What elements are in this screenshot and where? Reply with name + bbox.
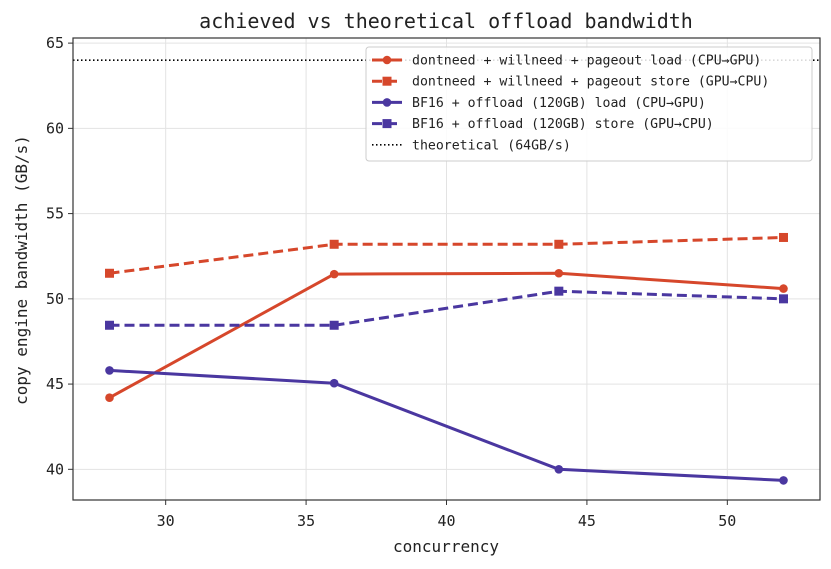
series-line — [109, 236, 784, 275]
x-tick-label: 40 — [437, 512, 455, 530]
chart-title: achieved vs theoretical offload bandwidt… — [199, 9, 693, 33]
legend-entry: BF16 + offload (120GB) store (GPU→CPU) — [372, 117, 714, 132]
x-tick-label: 35 — [297, 512, 315, 530]
legend-box — [365, 46, 813, 162]
series-layer — [105, 232, 788, 485]
x-axis-label: concurrency — [393, 537, 499, 556]
series-line — [108, 271, 784, 400]
data-point — [329, 320, 339, 330]
legend-label: theoretical (64GB/s) — [412, 138, 571, 153]
data-point — [554, 239, 564, 249]
legend-entry: dontneed + willneed + pageout store (GPU… — [372, 75, 769, 90]
y-tick-label: 60 — [46, 119, 64, 137]
series-line — [109, 368, 784, 482]
data-point — [779, 476, 788, 485]
legend-entry: dontneed + willneed + pageout load (CPU→… — [372, 54, 761, 69]
axis-ticks: 30 35 40 45 50 40 45 50 55 60 65 — [46, 34, 736, 530]
legend-swatch-marker — [382, 119, 392, 129]
legend-entry: theoretical (64GB/s) — [372, 138, 571, 153]
legend-swatch-marker — [382, 98, 392, 107]
y-tick-label: 40 — [46, 460, 64, 478]
series-1 — [105, 268, 788, 403]
series-3 — [105, 366, 788, 485]
data-point — [329, 239, 339, 249]
y-tick-label: 55 — [46, 205, 64, 223]
data-point — [778, 232, 788, 242]
legend-swatch-marker — [382, 55, 392, 65]
legend-label: BF16 + offload (120GB) load (CPU→GPU) — [412, 96, 706, 111]
x-tick-label: 30 — [157, 512, 175, 530]
series-2 — [105, 232, 788, 278]
data-point — [554, 268, 564, 278]
y-tick-label: 65 — [46, 34, 64, 52]
data-point — [105, 393, 114, 403]
legend-entry: BF16 + offload (120GB) load (CPU→GPU) — [372, 96, 706, 111]
data-point — [105, 366, 114, 375]
data-point — [554, 465, 564, 474]
data-point — [554, 286, 564, 296]
x-tick-label: 45 — [578, 512, 596, 530]
data-point — [329, 378, 339, 388]
data-point — [105, 268, 115, 278]
y-tick-label: 50 — [46, 290, 64, 308]
legend-label: dontneed + willneed + pageout store (GPU… — [412, 75, 769, 90]
data-point — [778, 294, 788, 304]
y-tick-label: 45 — [46, 375, 64, 393]
y-axis-label: copy engine bandwidth (GB/s) — [12, 135, 31, 405]
legend-swatch-marker — [382, 76, 392, 86]
data-point — [105, 320, 115, 330]
data-point — [779, 284, 788, 293]
legend-label: BF16 + offload (120GB) store (GPU→CPU) — [412, 117, 714, 132]
legend-label: dontneed + willneed + pageout load (CPU→… — [412, 54, 761, 69]
x-tick-label: 50 — [718, 512, 736, 530]
series-4 — [105, 286, 788, 330]
data-point — [329, 269, 339, 279]
legend: dontneed + willneed + pageout load (CPU→… — [365, 46, 813, 162]
series-line — [109, 289, 784, 327]
